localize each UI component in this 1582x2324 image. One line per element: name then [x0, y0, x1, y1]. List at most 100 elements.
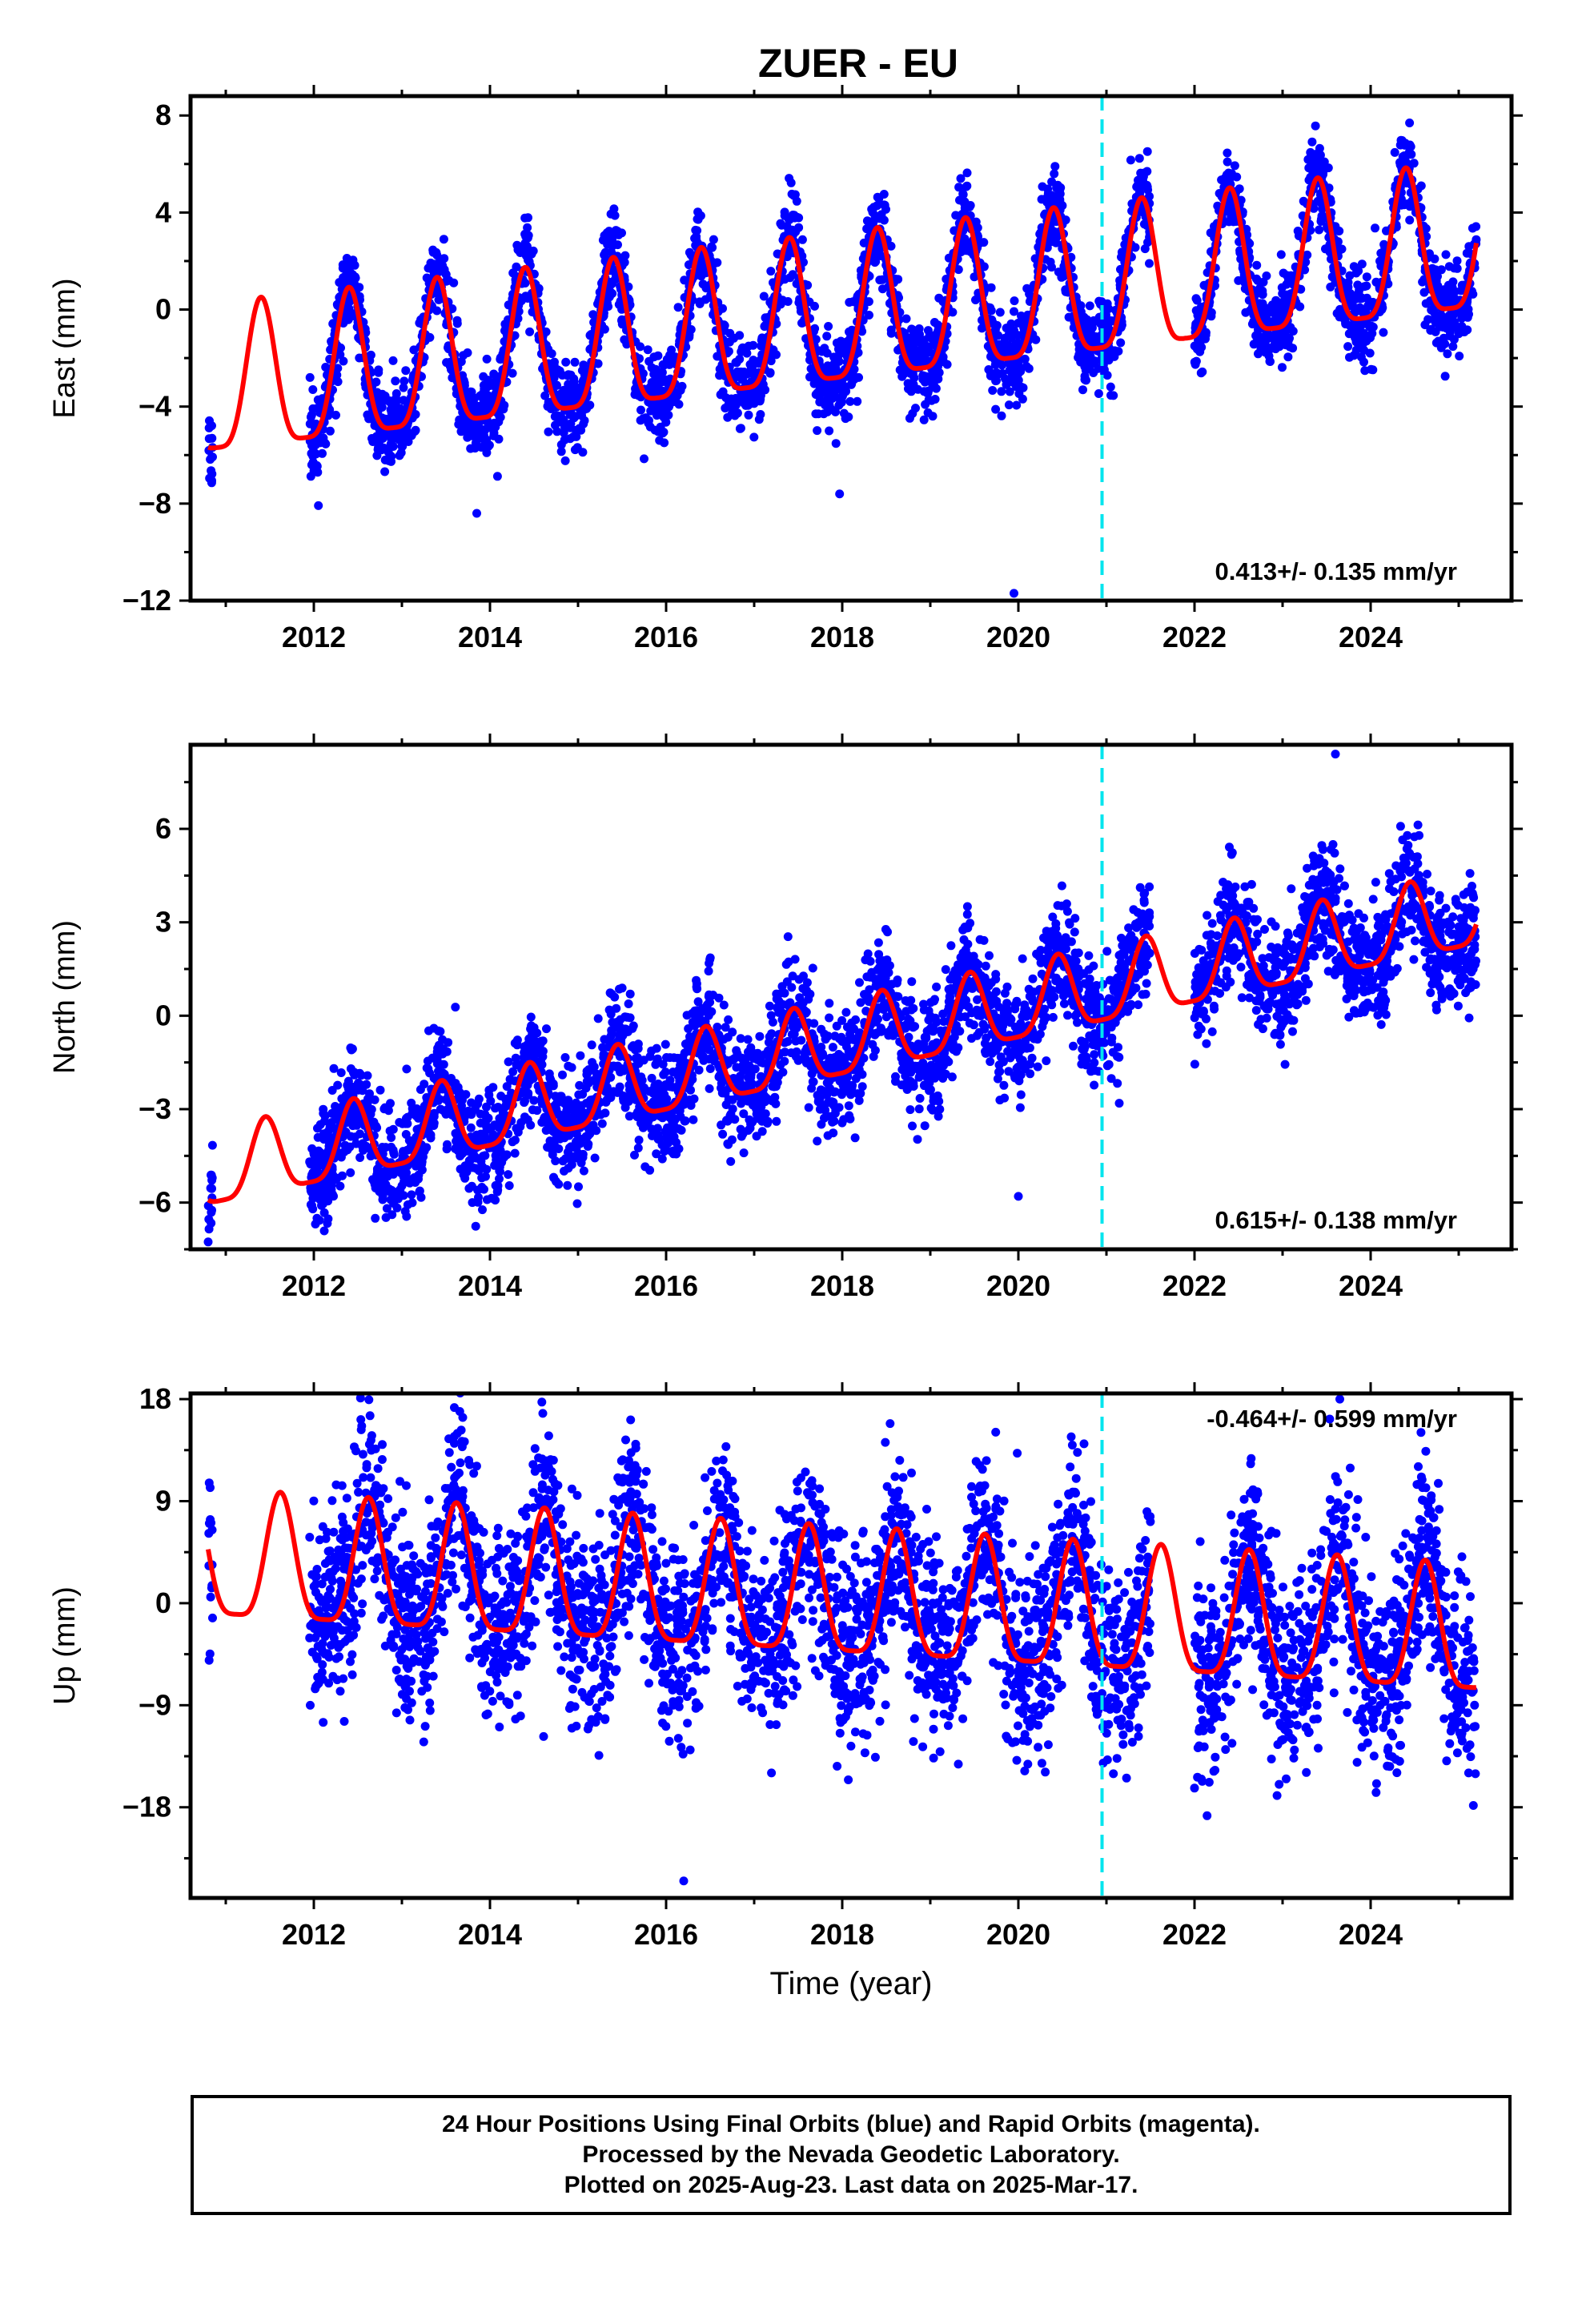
data-point — [862, 224, 872, 234]
data-point — [1314, 152, 1323, 162]
data-point — [463, 348, 472, 357]
y-tick-label: −8 — [139, 487, 171, 520]
data-point — [401, 366, 411, 376]
data-point — [855, 978, 864, 987]
data-point — [576, 1051, 585, 1060]
data-point — [834, 344, 844, 354]
data-point — [1010, 326, 1018, 335]
data-point — [962, 910, 972, 919]
data-point — [1323, 163, 1333, 173]
data-point — [1089, 316, 1098, 325]
data-point — [870, 249, 880, 258]
data-point — [921, 400, 930, 409]
data-point — [496, 355, 505, 364]
data-point — [1460, 309, 1469, 319]
data-point — [1033, 1062, 1042, 1072]
data-point — [1142, 183, 1152, 191]
data-point — [1191, 294, 1201, 304]
data-point — [1084, 951, 1094, 960]
data-point — [1116, 264, 1125, 274]
data-point — [1416, 181, 1426, 191]
data-point — [793, 212, 802, 222]
data-point — [978, 324, 986, 333]
data-point — [570, 357, 580, 367]
data-point — [831, 439, 841, 448]
data-point — [313, 468, 323, 477]
data-point — [907, 977, 917, 987]
data-point — [808, 963, 817, 973]
data-point — [932, 982, 942, 991]
data-point — [1094, 389, 1103, 398]
data-point — [1047, 237, 1057, 247]
data-point — [556, 447, 566, 456]
data-point — [1368, 365, 1378, 375]
data-point — [436, 255, 445, 265]
data-point — [673, 303, 683, 312]
data-point — [941, 965, 950, 975]
data-point — [335, 350, 345, 360]
data-point — [484, 391, 493, 400]
data-point — [914, 352, 924, 361]
data-point — [824, 322, 833, 331]
data-point — [1027, 1053, 1037, 1063]
data-point — [495, 412, 504, 420]
data-point — [572, 1199, 582, 1208]
data-point — [744, 410, 753, 420]
data-point — [671, 388, 681, 398]
data-point — [788, 225, 797, 235]
data-point — [1456, 324, 1465, 334]
data-point — [336, 343, 345, 352]
data-point — [997, 387, 1006, 396]
data-point — [1283, 352, 1293, 362]
data-point — [331, 410, 340, 420]
data-point — [709, 235, 718, 244]
data-point — [719, 320, 729, 330]
data-point — [396, 448, 406, 457]
data-point — [817, 1120, 826, 1129]
data-point — [484, 442, 493, 451]
data-point — [1271, 313, 1281, 322]
data-point — [1198, 367, 1207, 376]
data-point — [512, 240, 522, 250]
data-point — [544, 427, 553, 436]
data-point — [1452, 256, 1462, 266]
data-point — [1050, 162, 1060, 171]
data-point — [755, 1031, 765, 1041]
data-point — [661, 1039, 670, 1049]
data-point — [428, 266, 438, 275]
data-point — [1207, 308, 1216, 317]
data-point — [923, 408, 933, 417]
data-point — [1223, 148, 1232, 158]
data-point — [425, 332, 435, 342]
data-point — [1134, 154, 1144, 163]
data-point — [1357, 259, 1367, 269]
data-point — [1015, 1103, 1025, 1112]
data-point — [730, 411, 740, 420]
data-point — [432, 306, 442, 316]
data-point — [1042, 193, 1052, 203]
data-point — [1223, 157, 1232, 167]
data-point — [335, 278, 344, 287]
data-point — [845, 396, 855, 406]
data-point — [557, 371, 567, 380]
data-point — [432, 247, 441, 257]
data-point — [1265, 356, 1275, 366]
data-point — [656, 422, 665, 432]
data-point — [416, 1085, 425, 1094]
data-point — [1038, 1022, 1047, 1031]
data-point — [1234, 275, 1243, 285]
data-point — [1445, 332, 1455, 340]
data-point — [1194, 345, 1203, 355]
data-point — [1010, 341, 1019, 351]
data-point — [1083, 361, 1093, 371]
data-point — [207, 433, 217, 443]
data-point — [426, 258, 436, 267]
data-point — [810, 324, 820, 333]
data-point — [636, 416, 645, 425]
data-point — [541, 327, 551, 336]
data-point — [930, 318, 939, 327]
data-point — [585, 331, 595, 340]
data-point — [1405, 215, 1415, 225]
data-point — [600, 247, 610, 257]
